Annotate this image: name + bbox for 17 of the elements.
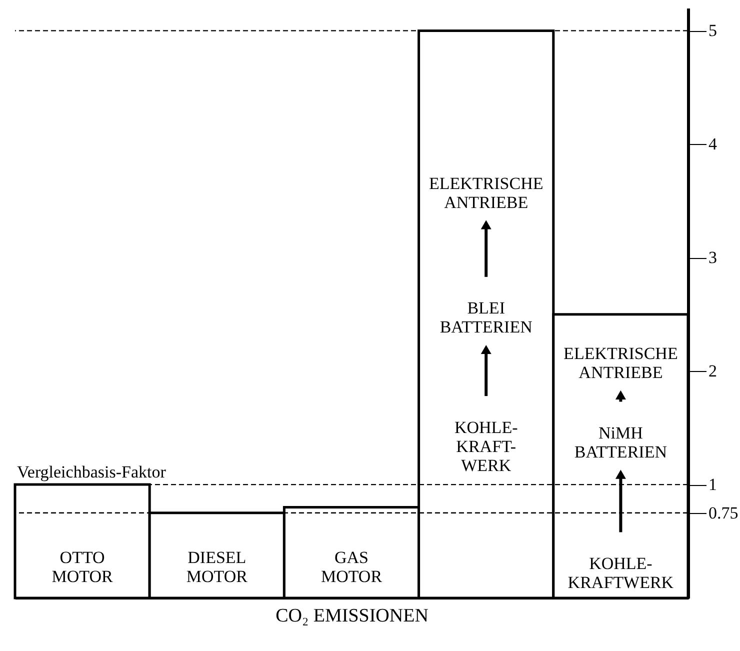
y-tick-label: 3 <box>708 248 717 268</box>
y-tick-label: 4 <box>708 134 718 154</box>
y-tick-label: 2 <box>708 362 717 381</box>
x-axis-title: CO₂ EMISSIONEN <box>276 606 429 626</box>
annotation: NiMH BATTERIEN <box>574 423 667 462</box>
annotation: KOHLE- KRAFTWERK <box>568 554 674 592</box>
annotation: KOHLE- KRAFT- WERK <box>454 418 518 475</box>
y-tick-label: 0.75 <box>708 503 738 522</box>
annotation: ELEKTRISCHE ANTRIEBE <box>564 344 678 382</box>
y-tick-label: 1 <box>708 475 717 494</box>
y-tick-label: 5 <box>708 21 717 40</box>
ref-line-label: Vergleichbasis-Faktor <box>17 462 166 482</box>
x-tick-label: GAS MOTOR <box>320 548 383 586</box>
x-tick-label: DIESEL MOTOR <box>186 548 248 586</box>
annotation: ELEKTRISCHE ANTRIEBE <box>428 174 544 212</box>
annotation: BLEI BATTERIEN <box>440 298 532 337</box>
x-tick-label: OTTO MOTOR <box>52 548 114 586</box>
